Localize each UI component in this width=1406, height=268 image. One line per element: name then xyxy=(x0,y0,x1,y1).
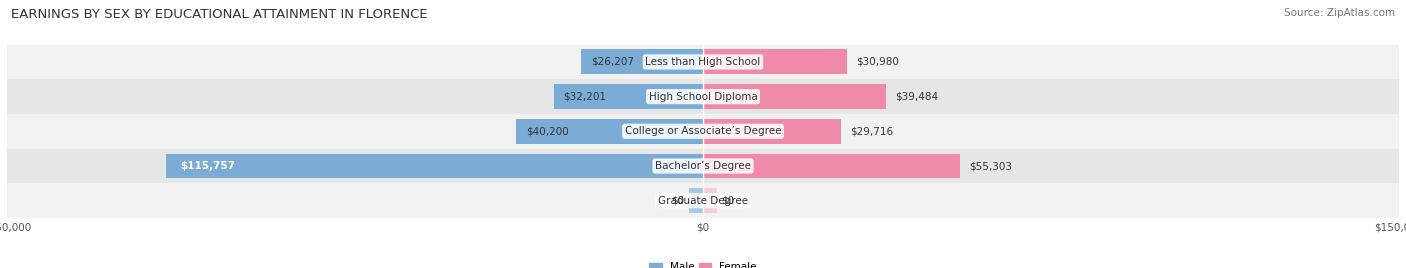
Bar xyxy=(703,154,959,178)
Text: Graduate Degree: Graduate Degree xyxy=(658,196,748,206)
Bar xyxy=(516,119,703,144)
Text: $39,484: $39,484 xyxy=(896,92,939,102)
Text: Less than High School: Less than High School xyxy=(645,57,761,67)
Text: $30,980: $30,980 xyxy=(856,57,898,67)
Bar xyxy=(166,154,703,178)
Text: $55,303: $55,303 xyxy=(969,161,1012,171)
Bar xyxy=(703,188,717,213)
Text: $0: $0 xyxy=(721,196,735,206)
Bar xyxy=(7,44,1399,79)
Bar xyxy=(703,50,846,75)
Text: $40,200: $40,200 xyxy=(526,126,568,136)
Text: College or Associate’s Degree: College or Associate’s Degree xyxy=(624,126,782,136)
Legend: Male, Female: Male, Female xyxy=(645,258,761,268)
Bar xyxy=(689,188,703,213)
Text: $26,207: $26,207 xyxy=(591,57,634,67)
Text: $115,757: $115,757 xyxy=(180,161,235,171)
Bar xyxy=(703,119,841,144)
Text: Bachelor’s Degree: Bachelor’s Degree xyxy=(655,161,751,171)
Bar xyxy=(7,79,1399,114)
Text: $0: $0 xyxy=(671,196,685,206)
Bar xyxy=(7,183,1399,218)
Text: EARNINGS BY SEX BY EDUCATIONAL ATTAINMENT IN FLORENCE: EARNINGS BY SEX BY EDUCATIONAL ATTAINMEN… xyxy=(11,8,427,21)
Bar xyxy=(582,50,703,75)
Bar xyxy=(703,84,886,109)
Text: High School Diploma: High School Diploma xyxy=(648,92,758,102)
Bar xyxy=(7,149,1399,183)
Bar xyxy=(7,114,1399,149)
Text: $29,716: $29,716 xyxy=(851,126,893,136)
Text: Source: ZipAtlas.com: Source: ZipAtlas.com xyxy=(1284,8,1395,18)
Bar xyxy=(554,84,703,109)
Text: $32,201: $32,201 xyxy=(562,92,606,102)
